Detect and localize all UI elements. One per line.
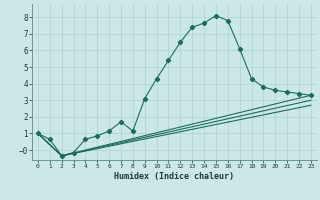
X-axis label: Humidex (Indice chaleur): Humidex (Indice chaleur)	[115, 172, 234, 181]
